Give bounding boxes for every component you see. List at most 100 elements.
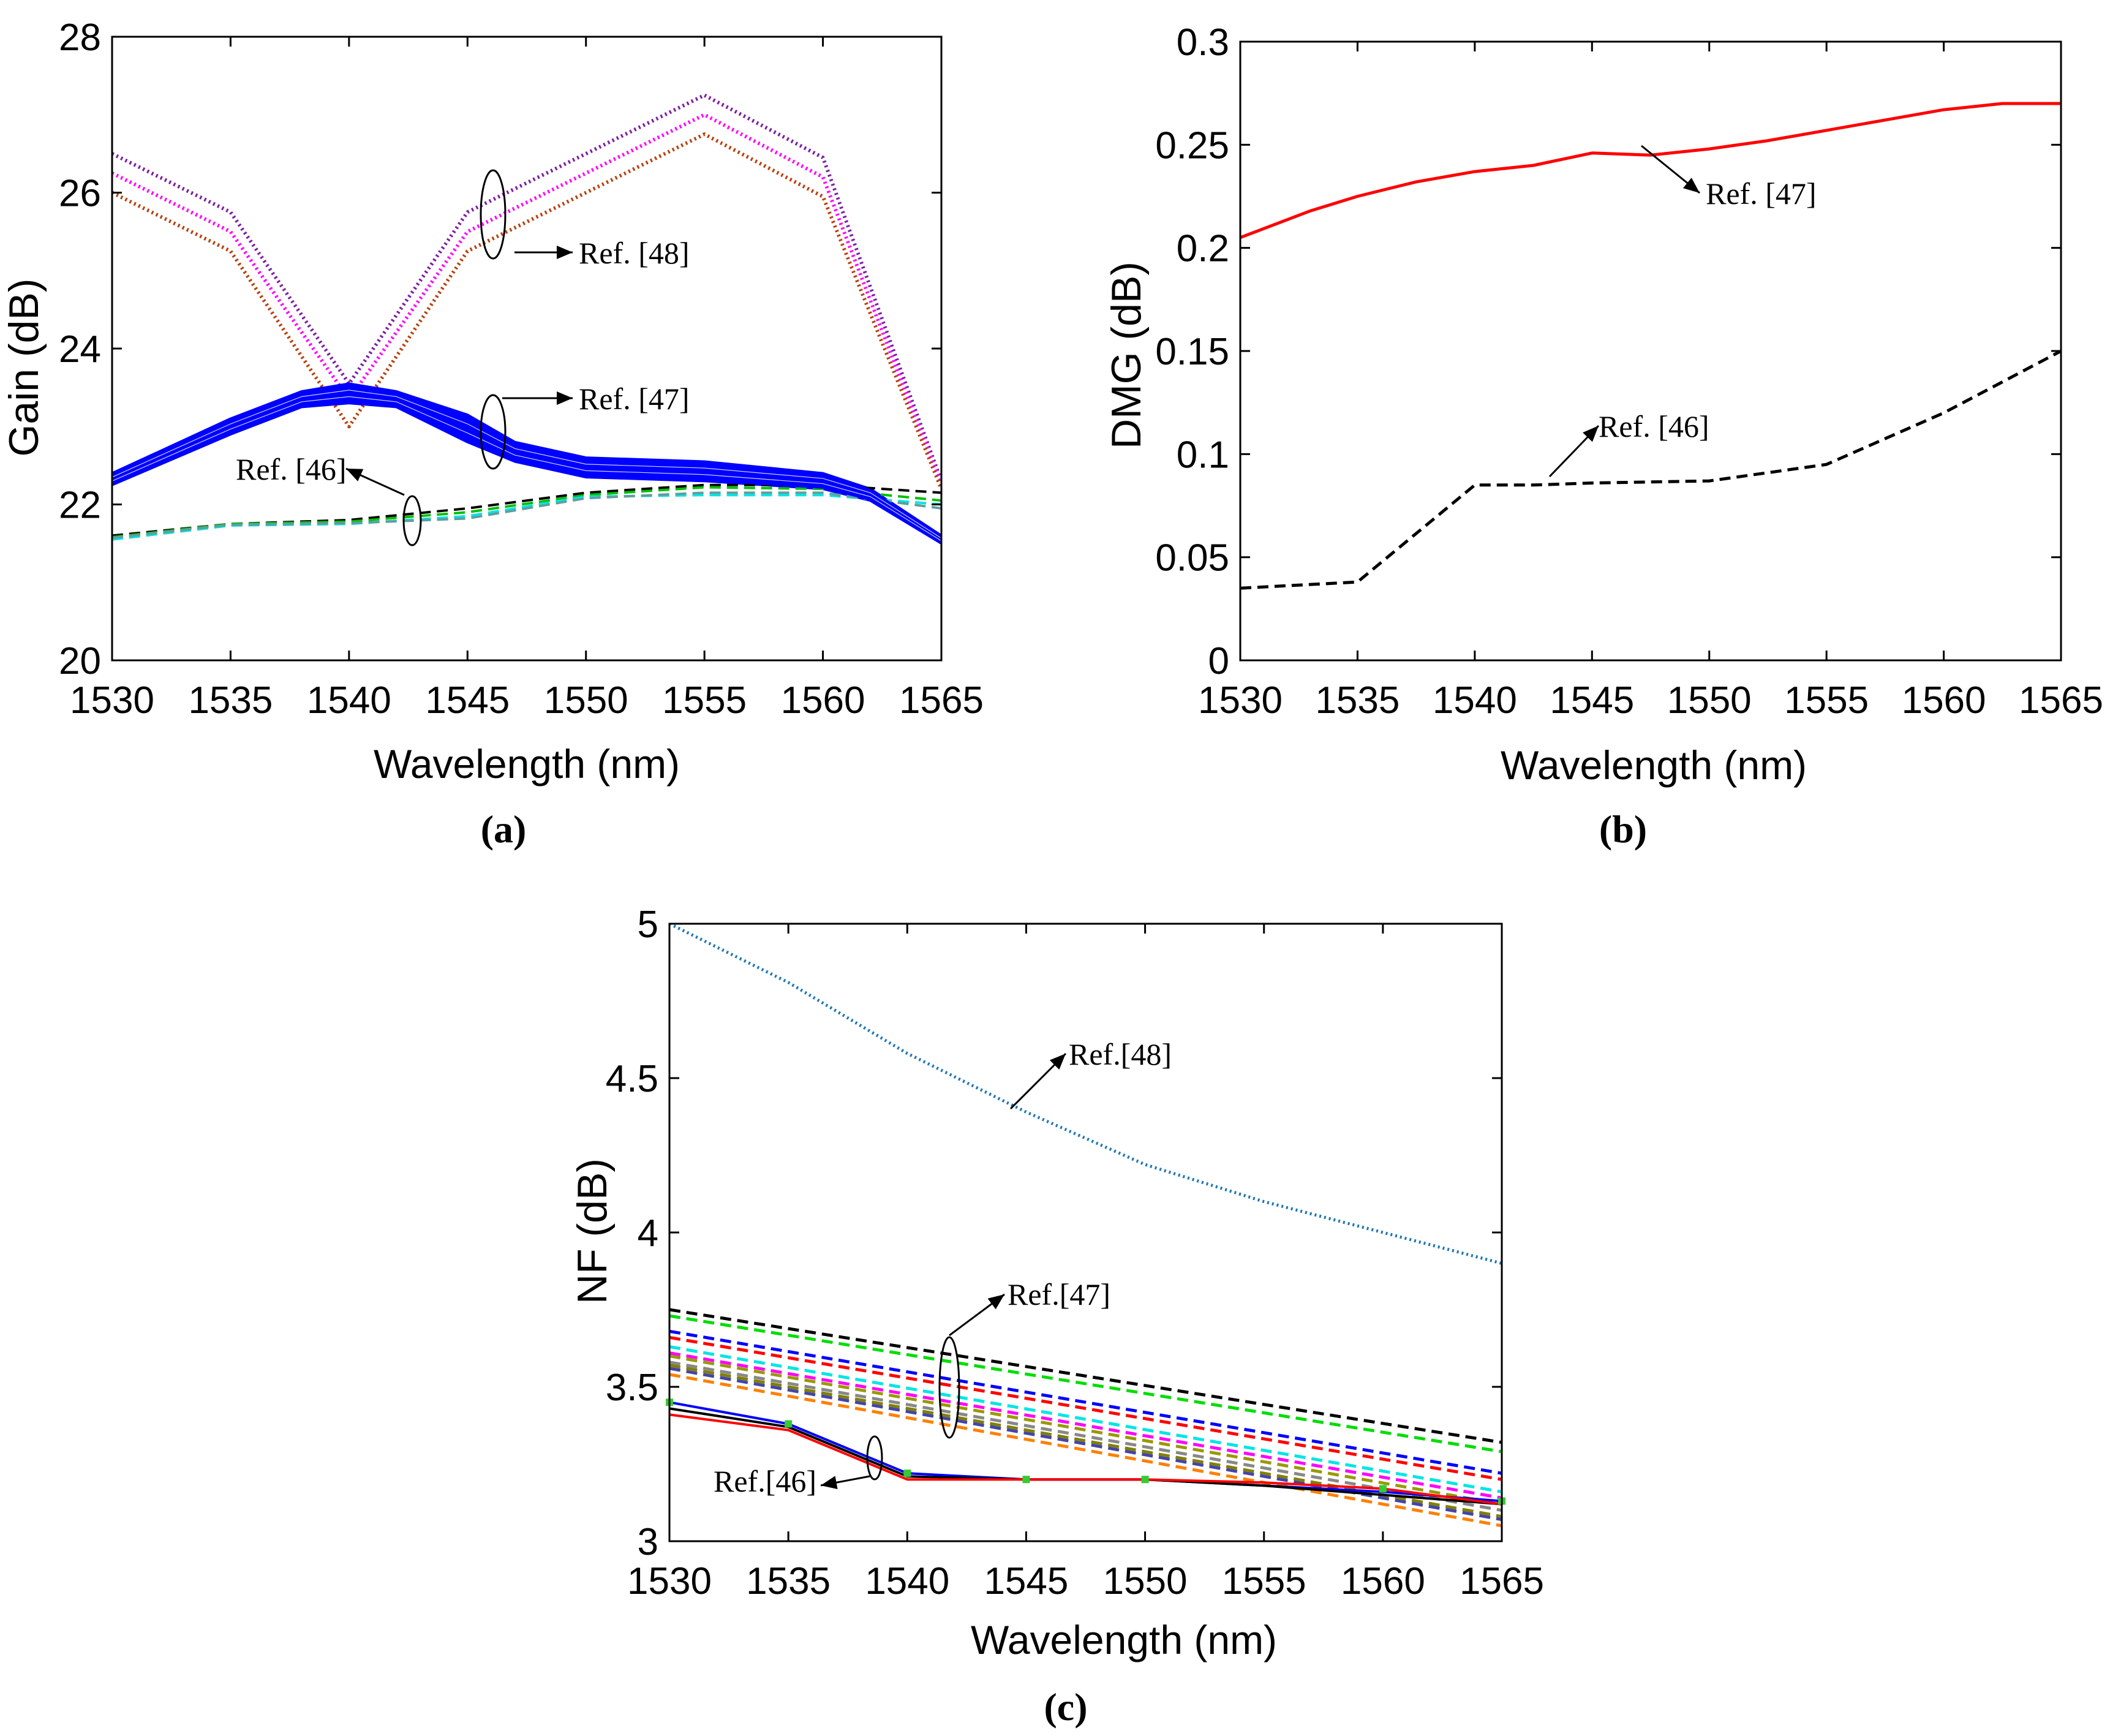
x-tick-label: 1560 bbox=[1902, 679, 1986, 722]
annotation-label: Ref.[46] bbox=[714, 1464, 816, 1498]
y-tick-label: 0.05 bbox=[1155, 537, 1229, 579]
y-tick-label: 3.5 bbox=[606, 1367, 658, 1409]
series-line-a-8 bbox=[112, 491, 941, 540]
annotation-label: Ref. [46] bbox=[236, 452, 347, 486]
x-tick-label: 1535 bbox=[746, 1560, 831, 1602]
y-tick-label: 4.5 bbox=[606, 1058, 658, 1100]
annotation-arrow-head bbox=[557, 391, 573, 405]
annotation-ellipse bbox=[402, 495, 422, 546]
x-tick-label: 1550 bbox=[1667, 679, 1752, 722]
plot-area bbox=[1240, 102, 2061, 590]
data-marker bbox=[1379, 1485, 1387, 1493]
gain-chart: Gain (dB) Wavelength (nm) (a) 1530 1535 15… bbox=[1, 17, 984, 851]
gain-chart-x-label: Wavelength (nm) bbox=[374, 741, 680, 787]
y-tick-label: 3 bbox=[638, 1521, 658, 1563]
ref47-band-inner-line bbox=[112, 390, 941, 539]
y-tick-label: 5 bbox=[638, 904, 658, 946]
dmg-chart-y-label: DMG (dB) bbox=[1103, 262, 1150, 449]
y-tick-label: 0.2 bbox=[1177, 228, 1229, 270]
y-tick-label: 0.1 bbox=[1177, 434, 1229, 476]
x-tick-label: 1560 bbox=[781, 679, 865, 722]
x-tick-label: 1545 bbox=[984, 1560, 1068, 1602]
annotation-arrow-head bbox=[1049, 1054, 1066, 1070]
x-tick-label: 1540 bbox=[1433, 679, 1517, 722]
annotation-arrow-head bbox=[1583, 426, 1599, 442]
data-marker bbox=[1141, 1476, 1149, 1484]
annotation-arrow-head bbox=[987, 1294, 1004, 1310]
annotation-ellipse bbox=[866, 1435, 883, 1481]
y-tick-label: 26 bbox=[59, 173, 101, 215]
y-tick-label: 0.3 bbox=[1177, 21, 1229, 64]
data-marker bbox=[903, 1470, 911, 1477]
x-tick-label: 1540 bbox=[865, 1560, 949, 1602]
series-line-c-8 bbox=[669, 1360, 1502, 1512]
plot-area bbox=[669, 924, 1502, 1528]
series-line-c-5 bbox=[669, 1345, 1502, 1493]
annotation-ellipse bbox=[938, 1336, 960, 1439]
nf-chart: NF (dB) Wavelength (nm) (c) 1530 1535 1540… bbox=[569, 904, 1544, 1729]
annotation-ellipse bbox=[480, 394, 507, 470]
x-tick-label: 1555 bbox=[1784, 679, 1869, 722]
y-tick-label: 20 bbox=[59, 640, 101, 682]
annotation-arrow-head bbox=[1682, 178, 1700, 193]
x-tick-label: 1565 bbox=[1460, 1560, 1544, 1602]
nf-chart-y-label: NF (dB) bbox=[569, 1158, 616, 1304]
dmg-chart: DMG (dB) Wavelength (nm) (b) 1530 1535 154… bbox=[1103, 21, 2103, 851]
dmg-chart-caption: (b) bbox=[1599, 807, 1647, 851]
x-tick-label: 1560 bbox=[1341, 1560, 1425, 1602]
series-line-b-0 bbox=[1240, 102, 2061, 240]
ref47-gain-band bbox=[112, 383, 941, 544]
x-tick-label: 1545 bbox=[425, 679, 510, 722]
x-tick-label: 1530 bbox=[627, 1560, 712, 1602]
y-tick-label: 0.15 bbox=[1155, 331, 1229, 373]
series-line-c-1 bbox=[669, 1308, 1502, 1444]
series-line-c-14 bbox=[669, 1413, 1502, 1506]
annotation-label: Ref. [47] bbox=[1706, 176, 1817, 211]
annotation-label: Ref. [46] bbox=[1599, 409, 1709, 443]
ref47-band-inner-line bbox=[112, 396, 941, 542]
x-tick-label: 1535 bbox=[1315, 679, 1400, 722]
series-line-a-1 bbox=[112, 113, 941, 486]
series-line-c-11 bbox=[669, 1373, 1502, 1528]
series-line-c-2 bbox=[669, 1314, 1502, 1454]
series-line-c-3 bbox=[669, 1329, 1502, 1475]
x-tick-label: 1535 bbox=[188, 679, 273, 722]
gain-chart-y-label: Gain (dB) bbox=[1, 279, 47, 457]
series-line-a-2 bbox=[112, 132, 941, 490]
x-tick-label: 1565 bbox=[899, 679, 984, 722]
y-tick-label: 4 bbox=[638, 1212, 658, 1255]
data-marker bbox=[785, 1420, 793, 1428]
y-tick-label: 24 bbox=[59, 328, 101, 371]
annotation-arrow-head bbox=[346, 469, 364, 481]
annotation-label: Ref. [48] bbox=[579, 236, 690, 270]
x-tick-label: 1550 bbox=[1103, 1560, 1188, 1602]
gain-chart-caption: (a) bbox=[481, 807, 527, 851]
nf-chart-x-label: Wavelength (nm) bbox=[971, 1617, 1277, 1662]
x-tick-label: 1565 bbox=[2019, 679, 2103, 722]
x-tick-label: 1530 bbox=[70, 679, 154, 722]
series-line-a-0 bbox=[112, 93, 941, 482]
x-tick-label: 1550 bbox=[544, 679, 628, 722]
series-line-c-4 bbox=[669, 1335, 1502, 1481]
series-line-c-0 bbox=[669, 924, 1502, 1265]
x-tick-label: 1540 bbox=[307, 679, 391, 722]
annotation-label: Ref.[48] bbox=[1069, 1037, 1172, 1071]
x-tick-label: 1555 bbox=[1222, 1560, 1306, 1602]
plot-area bbox=[112, 93, 941, 545]
nf-chart-caption: (c) bbox=[1044, 1685, 1087, 1729]
x-tick-label: 1530 bbox=[1198, 679, 1283, 722]
dmg-chart-x-label: Wavelength (nm) bbox=[1501, 742, 1807, 788]
annotation-arrow-head bbox=[821, 1476, 838, 1490]
annotation-label: Ref. [47] bbox=[579, 382, 690, 416]
annotation-ellipse bbox=[480, 169, 507, 260]
annotation-label: Ref.[47] bbox=[1008, 1277, 1110, 1311]
y-tick-label: 0 bbox=[1208, 640, 1229, 682]
y-tick-label: 28 bbox=[59, 17, 101, 59]
series-line-b-1 bbox=[1240, 349, 2061, 590]
annotation-arrow-head bbox=[557, 246, 573, 259]
x-tick-label: 1555 bbox=[662, 679, 747, 722]
data-marker bbox=[1022, 1476, 1030, 1484]
series-line-c-7 bbox=[669, 1354, 1502, 1506]
